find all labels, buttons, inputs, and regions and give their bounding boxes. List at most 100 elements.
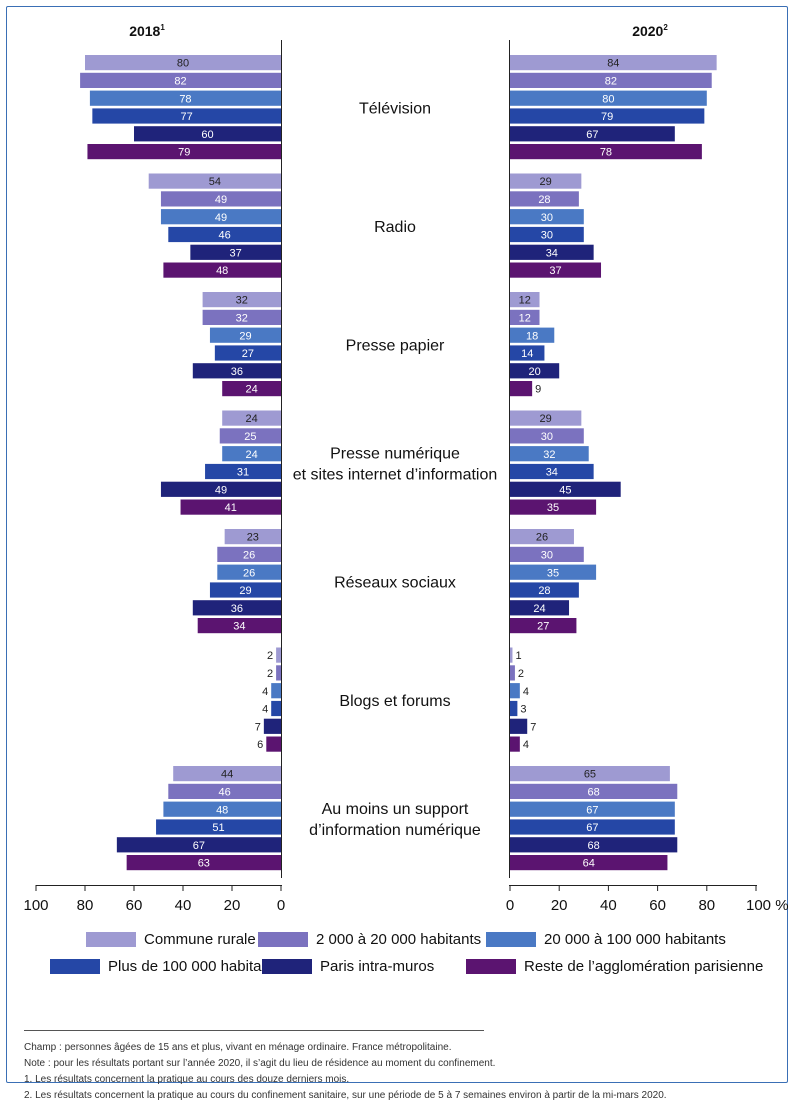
bar-label-2020: 68 <box>588 787 600 799</box>
bar-2020 <box>510 783 678 799</box>
bar-label-2020: 20 <box>528 366 540 378</box>
bar-label-2020: 29 <box>540 176 552 188</box>
bar-2020 <box>510 292 540 308</box>
bar-label-2018: 32 <box>236 295 248 307</box>
bar-label-2018: 2 <box>267 668 273 680</box>
bar-2020 <box>510 226 584 243</box>
bar-label-2020: 65 <box>584 769 596 781</box>
bar-2018 <box>202 309 281 325</box>
bar-2018 <box>163 262 281 278</box>
legend-swatch <box>486 932 536 947</box>
bar-2018 <box>160 191 281 207</box>
bar-label-2020: 4 <box>523 686 529 698</box>
bar-label-2018: 36 <box>231 603 243 615</box>
bar-label-2020: 67 <box>586 822 598 834</box>
category-label: et sites internet d’information <box>293 466 498 483</box>
legend-item: Commune rurale <box>86 931 256 948</box>
bar-label-2020: 34 <box>546 467 558 479</box>
bar-label-2018: 48 <box>216 804 228 816</box>
bar-2020 <box>510 718 528 734</box>
bar-2018 <box>160 209 281 225</box>
legend-swatch <box>86 932 136 947</box>
legend-item: 20 000 à 100 000 habitants <box>486 931 726 948</box>
bar-2018 <box>168 783 281 799</box>
bar-2020 <box>510 345 545 361</box>
legend-swatch <box>262 959 312 974</box>
bar-2020 <box>510 428 584 444</box>
category-label: Réseaux sociaux <box>334 574 456 591</box>
legend-label: Commune rurale <box>144 931 256 948</box>
bar-label-2020: 28 <box>538 585 550 597</box>
bar-label-2018: 29 <box>239 330 251 342</box>
bar-label-2020: 9 <box>535 384 541 396</box>
bar-2018 <box>126 855 282 871</box>
notes: Champ : personnes âgées de 15 ans et plu… <box>24 1040 784 1104</box>
tick-label-right: 40 <box>600 897 617 914</box>
bar-label-2018: 49 <box>215 194 227 206</box>
bar-label-2018: 32 <box>236 313 248 325</box>
bar-2018 <box>192 600 281 616</box>
tick-label-left: 80 <box>77 897 94 914</box>
bar-2018 <box>148 173 281 189</box>
bar-label-2018: 51 <box>212 822 224 834</box>
bar-label-2018: 7 <box>255 721 261 733</box>
bar-2018 <box>160 481 281 497</box>
bar-label-2018: 78 <box>179 93 191 105</box>
panel-title-2018: 20181 <box>129 23 165 39</box>
bar-label-2018: 46 <box>219 787 231 799</box>
bar-label-2018: 2 <box>267 650 273 662</box>
bar-2018 <box>222 446 281 462</box>
bar-2018 <box>271 700 281 717</box>
bar-2018 <box>214 345 281 361</box>
tick-label-right: 80 <box>698 897 715 914</box>
bar-2018 <box>87 144 281 160</box>
bar-2020 <box>510 144 702 160</box>
panel-title-2020: 20202 <box>632 23 668 39</box>
bar-label-2018: 25 <box>244 431 256 443</box>
bar-label-2020: 35 <box>547 567 559 579</box>
bar-2020 <box>510 173 582 189</box>
bar-2018 <box>209 582 281 598</box>
bar-label-2018: 26 <box>243 567 255 579</box>
bar-label-2018: 48 <box>216 265 228 277</box>
bar-2018 <box>134 126 281 142</box>
bar-label-2020: 78 <box>600 147 612 159</box>
bar-label-2018: 36 <box>231 366 243 378</box>
tick-label-right: 100 % <box>746 897 789 914</box>
bar-label-2018: 49 <box>215 484 227 496</box>
bar-2020 <box>510 410 582 426</box>
bar-2020 <box>510 309 540 325</box>
tick-label-left: 100 <box>23 897 48 914</box>
bar-2018 <box>217 546 281 562</box>
bar-label-2018: 31 <box>237 467 249 479</box>
bar-2020 <box>510 600 570 616</box>
bar-2020 <box>510 736 520 752</box>
bar-2018 <box>173 766 281 782</box>
bar-2020 <box>510 837 678 853</box>
bar-2020 <box>510 209 584 225</box>
legend-label: Reste de l’agglomération parisienne <box>524 958 764 975</box>
bar-2020 <box>510 90 707 106</box>
tick-label-left: 0 <box>277 897 285 914</box>
bar-2018 <box>163 801 281 817</box>
bar-2018 <box>116 837 281 853</box>
bar-label-2020: 80 <box>602 93 614 105</box>
category-label: d’information numérique <box>309 822 481 839</box>
bar-2020 <box>510 801 675 817</box>
category-label: Blogs et forums <box>339 693 450 710</box>
bar-label-2020: 79 <box>601 111 613 123</box>
tick-label-right: 0 <box>506 897 514 914</box>
legend-swatch <box>466 959 516 974</box>
bar-label-2020: 12 <box>519 295 531 307</box>
tick-label-left: 20 <box>224 897 241 914</box>
bar-2020 <box>510 564 597 580</box>
chart-frame <box>6 6 788 1083</box>
bar-2018 <box>156 819 281 835</box>
bar-2018 <box>222 410 281 426</box>
legend-item: Reste de l’agglomération parisienne <box>466 958 763 975</box>
bar-label-2018: 54 <box>209 176 221 188</box>
bar-label-2018: 46 <box>219 230 231 242</box>
bar-2018 <box>263 718 281 734</box>
category-label: Télévision <box>359 100 431 117</box>
